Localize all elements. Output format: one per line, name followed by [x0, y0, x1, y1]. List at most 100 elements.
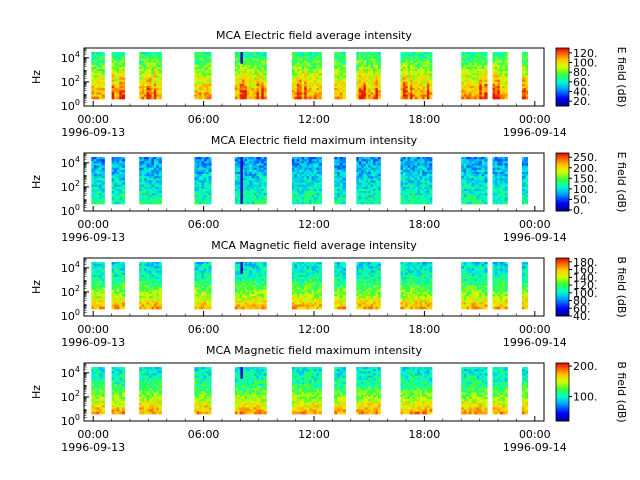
spectrogram-cell: [414, 191, 418, 194]
spectrogram-cell: [414, 186, 418, 190]
spectrogram-cell: [99, 92, 103, 96]
spectrogram-cell: [256, 171, 260, 175]
spectrogram-cell: [424, 157, 428, 160]
spectrogram-cell: [156, 79, 160, 83]
spectrogram-cell: [111, 306, 115, 310]
spectrogram-cell: [342, 96, 346, 100]
spectrogram-cell: [363, 88, 367, 91]
spectrogram-cell: [468, 201, 473, 205]
spectrogram-cell: [251, 178, 255, 181]
spectrogram-cell: [99, 270, 103, 274]
spectrogram-cell: [306, 86, 310, 89]
spectrogram-cell: [422, 64, 426, 68]
spectrogram-cell: [424, 174, 428, 177]
spectrogram-cell: [144, 289, 148, 293]
spectrogram-cell: [149, 75, 153, 79]
spectrogram-cell: [342, 180, 346, 184]
spectrogram-cell: [461, 73, 465, 76]
spectrogram-cell: [116, 191, 120, 194]
spectrogram-cell: [339, 56, 344, 60]
spectrogram-cell: [158, 180, 162, 184]
spectrogram-cell: [146, 174, 150, 177]
spectrogram-cell: [375, 94, 379, 98]
spectrogram-cell: [96, 54, 100, 57]
spectrogram-cell: [400, 157, 404, 160]
spectrogram-cell: [484, 178, 488, 181]
spectrogram-cell: [246, 54, 250, 57]
spectrogram-cell: [461, 159, 465, 162]
spectrogram-cell: [199, 58, 203, 62]
spectrogram-cell: [377, 171, 381, 175]
spectrogram-cell: [499, 62, 503, 66]
data-segment: [356, 157, 381, 205]
spectrogram-cell: [424, 64, 428, 68]
spectrogram-cell: [244, 159, 248, 162]
spectrogram-cell: [356, 184, 360, 188]
spectrogram-cell: [93, 296, 98, 299]
spectrogram-cell: [523, 159, 527, 162]
spectrogram-cell: [417, 54, 421, 57]
spectrogram-cell: [525, 184, 529, 188]
spectrogram-cell: [234, 54, 238, 57]
spectrogram-cell: [119, 54, 123, 57]
spectrogram-cell: [361, 77, 365, 81]
spectrogram-cell: [156, 66, 160, 70]
spectrogram-cell: [414, 71, 418, 74]
colorbar-swatch: [556, 87, 569, 90]
spectrogram-cell: [358, 174, 362, 177]
spectrogram-cell: [412, 178, 416, 181]
spectrogram-cell: [263, 174, 267, 177]
spectrogram-cell: [139, 293, 143, 297]
spectrogram-cell: [314, 186, 318, 190]
spectrogram-cell: [249, 199, 253, 203]
spectrogram-cell: [363, 90, 367, 93]
spectrogram-cell: [419, 75, 423, 79]
spectrogram-cell: [373, 186, 377, 190]
spectrogram-cell: [405, 171, 409, 175]
spectrogram-cell: [461, 184, 465, 188]
spectrogram-cell: [370, 186, 374, 190]
spectrogram-cell: [414, 79, 418, 83]
spectrogram-cell: [504, 199, 508, 203]
spectrogram-cell: [481, 191, 485, 194]
colorbar-swatch: [556, 55, 569, 58]
x-tick-date: 1996-09-14: [503, 126, 567, 139]
spectrogram-cell: [356, 157, 360, 160]
spectrogram-cell: [196, 81, 200, 85]
spectrogram-cell: [504, 169, 508, 173]
spectrogram-cell: [466, 75, 470, 79]
spectrogram-cell: [499, 165, 503, 169]
spectrogram-cell: [291, 94, 295, 98]
spectrogram-cell: [523, 193, 527, 196]
spectrogram-cell: [309, 58, 313, 62]
spectrogram-cell: [481, 163, 485, 167]
spectrogram-cell: [368, 64, 372, 68]
spectrogram-cell: [481, 83, 485, 87]
spectrogram-cell: [299, 92, 303, 96]
spectrogram-cell: [492, 71, 496, 74]
spectrogram-cell: [91, 296, 95, 299]
spectrogram-cell: [234, 197, 238, 201]
spectrogram-cell: [499, 188, 503, 192]
spectrogram-cell: [476, 62, 480, 66]
spectrogram-cell: [242, 180, 246, 184]
spectrogram-cell: [196, 69, 200, 72]
spectrogram-cell: [96, 197, 100, 201]
spectrogram-cell: [146, 285, 150, 289]
spectrogram-cell: [263, 79, 267, 83]
spectrogram-cell: [402, 182, 406, 186]
spectrogram-cell: [316, 92, 320, 96]
spectrogram-cell: [149, 60, 153, 64]
spectrogram-cell: [156, 272, 160, 276]
colorbar-swatch: [556, 203, 569, 206]
spectrogram-cell: [405, 159, 409, 162]
spectrogram-cell: [405, 62, 409, 66]
spectrogram-cell: [206, 180, 210, 184]
spectrogram-cell: [497, 165, 501, 169]
spectrogram-cell: [251, 165, 255, 169]
spectrogram-cell: [141, 56, 145, 60]
spectrogram-cell: [468, 86, 473, 89]
spectrogram-cell: [244, 182, 248, 186]
spectrogram-cell: [484, 182, 488, 186]
spectrogram-cell: [99, 83, 103, 87]
